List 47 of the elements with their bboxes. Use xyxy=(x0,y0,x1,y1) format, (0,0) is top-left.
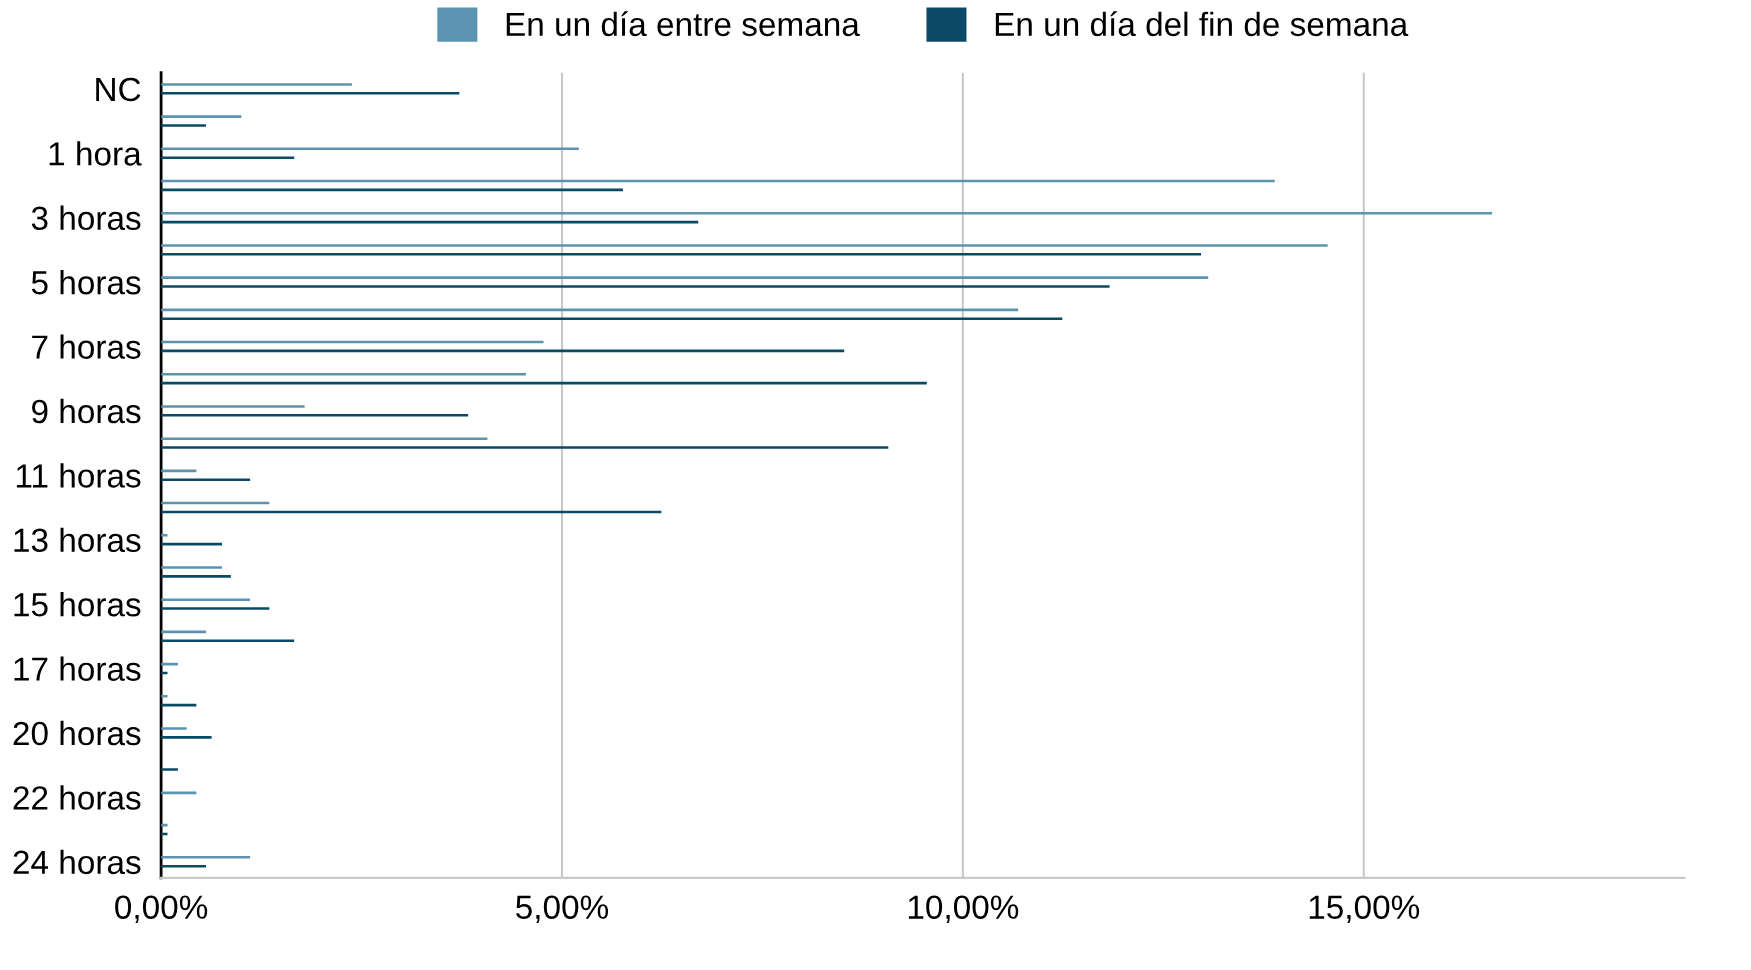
y-tick-label: NC xyxy=(96,77,141,102)
bar xyxy=(161,639,295,643)
bar xyxy=(161,566,223,569)
x-tick-label: 15,00% xyxy=(1309,895,1420,923)
bar xyxy=(161,285,1110,288)
y-tick-label: 9 horas xyxy=(32,398,141,424)
y-tick-label: 1 hora xyxy=(49,141,142,166)
bar xyxy=(161,414,469,417)
y-tick-label: 22 horas xyxy=(13,785,141,810)
legend-label: En un día del fin de semana xyxy=(995,11,1409,37)
bar xyxy=(161,478,251,482)
y-tick-label: 20 horas xyxy=(13,720,141,746)
bar xyxy=(161,83,352,86)
y-tick-label: 11 horas xyxy=(16,463,141,488)
bar xyxy=(161,575,231,578)
bar xyxy=(161,856,251,859)
bar xyxy=(161,405,305,408)
bar xyxy=(161,727,187,730)
y-tick-label: 7 horas xyxy=(32,334,141,359)
legend-label: En un día entre semana xyxy=(506,11,860,37)
bar xyxy=(161,115,242,118)
bar xyxy=(161,437,488,440)
y-tick-label: 24 horas xyxy=(13,849,141,875)
bar xyxy=(161,156,295,159)
bar xyxy=(161,736,212,739)
bar xyxy=(161,598,251,601)
bar xyxy=(161,695,168,698)
bar xyxy=(161,124,206,127)
x-tick-label: 0,00% xyxy=(115,895,208,923)
bar xyxy=(161,211,1493,215)
x-tick-label: 5,00% xyxy=(516,895,609,923)
bar xyxy=(161,244,1328,247)
x-tick-label: 10,00% xyxy=(908,895,1019,923)
y-tick-label: 15 horas xyxy=(14,592,141,617)
y-tick-label: 5 horas xyxy=(31,270,141,295)
bar xyxy=(161,317,1063,320)
bar xyxy=(161,253,1201,256)
y-tick-label: 17 horas xyxy=(14,656,141,681)
bar xyxy=(161,276,1209,279)
bar xyxy=(161,372,526,376)
bar xyxy=(161,768,178,771)
bar xyxy=(161,91,460,95)
y-tick-label: 13 horas xyxy=(14,527,141,553)
bar xyxy=(161,533,168,537)
y-tick-label: 3 horas xyxy=(31,205,141,231)
bar xyxy=(161,446,889,449)
bar xyxy=(161,607,270,610)
